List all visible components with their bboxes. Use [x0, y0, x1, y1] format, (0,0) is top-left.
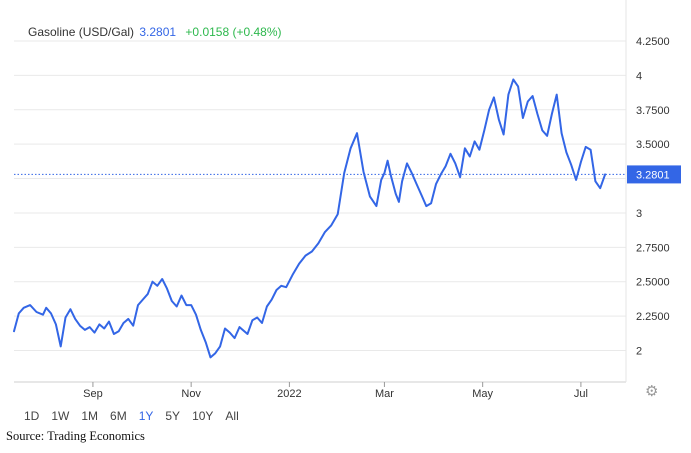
y-tick-label: 4.2500: [636, 36, 670, 48]
x-tick-label: 2022: [277, 388, 301, 400]
range-button-1w[interactable]: 1W: [51, 409, 70, 423]
x-axis: Sep Nov 2022 Mar May Jul: [14, 381, 626, 400]
series-line: [13, 78, 607, 359]
x-tick-label: Mar: [375, 388, 394, 400]
y-axis: 2 2.2500 2.5000 2.7500 3 3.5000 3.7500 4 4.2500: [625, 0, 670, 382]
x-tick-label: May: [472, 388, 493, 400]
range-button-1d[interactable]: 1D: [24, 409, 40, 423]
range-button-all[interactable]: All: [225, 409, 239, 423]
last-price-badge-label: 3.2801: [636, 169, 670, 181]
y-tick-label: 3.5000: [636, 139, 670, 151]
chart-header: Gasoline (USD/Gal) 3.2801 +0.0158 (+0.48…: [28, 25, 282, 39]
range-button-6m[interactable]: 6M: [110, 409, 127, 423]
last-price-badge: 3.2801: [627, 165, 681, 184]
x-tick-label: Nov: [181, 388, 201, 400]
current-price: 3.2801: [139, 25, 177, 39]
y-tick-label: 2.7500: [636, 242, 670, 254]
y-tick-label: 2.5000: [636, 277, 670, 289]
instrument-name: Gasoline (USD/Gal): [28, 25, 135, 39]
y-tick-label: 2: [636, 345, 642, 357]
range-button-1y[interactable]: 1Y: [138, 409, 154, 423]
gear-icon[interactable]: ⚙: [645, 383, 659, 400]
price-change: +0.0158 (+0.48%): [185, 25, 282, 39]
y-tick-label: 2.2500: [636, 311, 670, 323]
x-tick-label: Sep: [83, 388, 103, 400]
last-price-badge-box: [627, 165, 681, 184]
y-tick-label: 4: [636, 70, 642, 82]
x-tick-label: Jul: [574, 388, 588, 400]
y-gridlines: [14, 40, 626, 351]
range-button-10y[interactable]: 10Y: [192, 409, 214, 423]
range-button-1m[interactable]: 1M: [81, 409, 99, 423]
y-tick-label: 3: [636, 208, 642, 220]
range-button-5y[interactable]: 5Y: [165, 409, 181, 423]
source-caption: Source: Trading Economics: [6, 429, 145, 443]
y-tick-label: 3.7500: [636, 105, 670, 117]
range-selector: 1D 1W 1M 6M 1Y 5Y 10Y All: [24, 409, 251, 423]
price-series: [13, 78, 607, 359]
